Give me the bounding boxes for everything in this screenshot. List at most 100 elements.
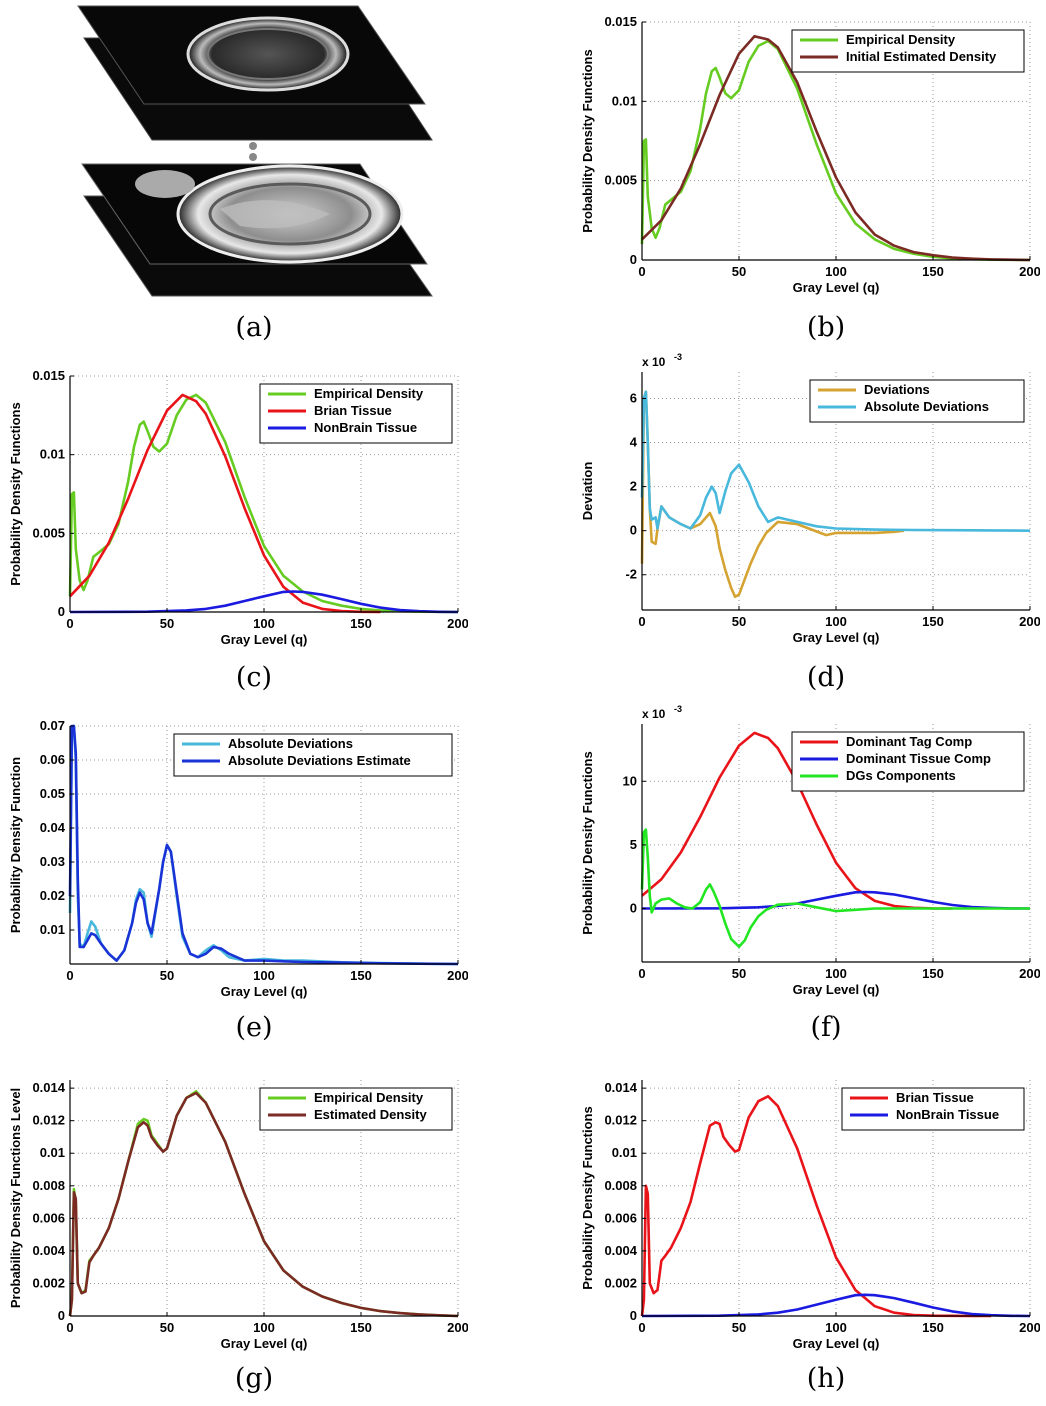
legend-box (259, 1087, 453, 1131)
y-tick-label: 0.008 (604, 1178, 637, 1193)
x-tick-label: 200 (1019, 614, 1040, 629)
legend-label: NonBrain Tissue (314, 420, 417, 435)
series-line-2 (641, 1293, 1031, 1318)
y-axis-label: Probability Density Functions Level (8, 1088, 23, 1308)
series-line-2 (640, 390, 1031, 532)
x-tick-label: 200 (1019, 264, 1040, 279)
legend-label: Absolute Deviations (864, 399, 989, 414)
legend: Brian Tissue NonBrain Tissue (841, 1087, 1025, 1131)
y-tick-label: 0.004 (32, 1243, 65, 1258)
y-tick-label: 0.01 (40, 922, 65, 937)
y-tick-label: 0 (630, 1308, 637, 1323)
y-tick-label: 0.05 (40, 786, 65, 801)
x-tick-label: 50 (732, 264, 746, 279)
x-tick-label: 150 (922, 614, 944, 629)
legend-label: Empirical Density (846, 32, 956, 47)
caption-f: (f) (810, 1012, 842, 1043)
y-tick-label: 10 (623, 773, 637, 788)
y-tick-label: 0.005 (32, 525, 65, 540)
series-line-1 (640, 39, 1031, 262)
mri-slice-stack-image (77, 5, 433, 297)
series-line-3 (69, 590, 459, 614)
x-tick-label: 0 (638, 966, 645, 981)
x-tick-label: 0 (66, 616, 73, 631)
series-line-1 (640, 1095, 992, 1318)
series-line-1 (641, 731, 953, 910)
x-tick-label: 100 (825, 614, 847, 629)
y-tick-label: 0.002 (604, 1275, 637, 1290)
x-axis-label: Gray Level (q) (793, 1336, 880, 1351)
x-axis-label: Gray Level (q) (793, 280, 880, 295)
y-tick-label: 2 (630, 479, 637, 494)
legend-label: Empirical Density (314, 386, 424, 401)
x-axis-label: Gray Level (q) (793, 982, 880, 997)
chart-panel-f: 0 50 100 150 200 0 5 10 x 10 -3 Gray Level (q) Prob… (580, 704, 1040, 997)
legend-box (791, 29, 1025, 73)
legend-label: DGs Components (846, 768, 956, 783)
x-tick-label: 100 (825, 1320, 847, 1335)
x-tick-label: 0 (638, 1320, 645, 1335)
y-tick-label: 0.014 (32, 1080, 65, 1095)
y-tick-label: 6 (630, 390, 637, 405)
legend-label: Absolute Deviations (228, 736, 353, 751)
caption-e: (e) (235, 1012, 273, 1043)
x-tick-label: 50 (160, 616, 174, 631)
x-tick-label: 50 (732, 966, 746, 981)
legend: Empirical Density Estimated Density (259, 1087, 453, 1131)
x-tick-label: 0 (638, 264, 645, 279)
caption-g: (g) (234, 1363, 274, 1394)
axis-exponent-label: x 10 (642, 707, 666, 721)
caption-h: (h) (806, 1363, 846, 1394)
x-tick-label: 0 (66, 1320, 73, 1335)
y-tick-label: 0.01 (40, 447, 65, 462)
x-tick-label: 200 (1019, 966, 1040, 981)
chart-panel-e: 0 50 100 150 200 0.01 0.02 0.03 0.04 0.05 0.06 0.07… (8, 718, 468, 999)
x-tick-label: 50 (160, 1320, 174, 1335)
legend-label: Dominant Tissue Comp (846, 751, 991, 766)
y-tick-label: -2 (625, 567, 637, 582)
legend-label: Dominant Tag Comp (846, 734, 972, 749)
y-tick-label: 5 (630, 837, 637, 852)
legend-label: Empirical Density (314, 1090, 424, 1105)
x-tick-label: 0 (638, 614, 645, 629)
y-tick-label: 0.07 (40, 718, 65, 733)
y-tick-label: 0.012 (604, 1113, 637, 1128)
y-tick-label: 0.02 (40, 888, 65, 903)
y-tick-label: 4 (630, 435, 638, 450)
x-tick-label: 150 (922, 264, 944, 279)
caption-b: (b) (806, 312, 846, 343)
y-tick-label: 0.03 (40, 854, 65, 869)
series-line-2 (68, 724, 459, 966)
x-tick-label: 100 (825, 966, 847, 981)
axis-exponent-power: -3 (674, 352, 682, 362)
series-line-1 (640, 390, 905, 599)
caption-a: (a) (235, 312, 273, 343)
x-tick-label: 100 (253, 1320, 275, 1335)
y-axis-label: Probability Density Function (8, 757, 23, 933)
caption-c: (c) (235, 662, 273, 693)
x-tick-label: 0 (66, 968, 73, 983)
y-axis-label: Probability Density Functions (580, 751, 595, 934)
series-line-1 (68, 393, 459, 614)
chart-panel-h: 0 50 100 150 200 0 0.002 0.004 0.006 0.008 0.01 0.0… (580, 1080, 1040, 1351)
x-tick-label: 200 (447, 1320, 468, 1335)
x-tick-label: 100 (253, 616, 275, 631)
y-tick-label: 0 (58, 604, 65, 619)
x-tick-label: 150 (350, 968, 372, 983)
axis-exponent-power: -3 (674, 704, 682, 714)
y-tick-label: 0.014 (604, 1080, 637, 1095)
series-line-2 (641, 35, 1031, 262)
y-tick-label: 0.01 (612, 1145, 637, 1160)
legend-box (173, 733, 453, 777)
x-tick-label: 150 (350, 616, 372, 631)
y-tick-label: 0.006 (32, 1210, 65, 1225)
ellipsis-dot (249, 142, 257, 150)
x-axis-label: Gray Level (q) (221, 984, 308, 999)
x-tick-label: 100 (253, 968, 275, 983)
caption-d: (d) (806, 662, 846, 693)
y-tick-label: 0 (630, 901, 637, 916)
y-tick-label: 0.012 (32, 1113, 65, 1128)
legend: Empirical Density Brian Tissue NonBrain Ti… (259, 383, 453, 444)
chart-panel-c: 0 50 100 150 200 0 0.005 0.01 0.015 Gray Level (q… (8, 368, 468, 647)
legend-label: Brian Tissue (896, 1090, 974, 1105)
